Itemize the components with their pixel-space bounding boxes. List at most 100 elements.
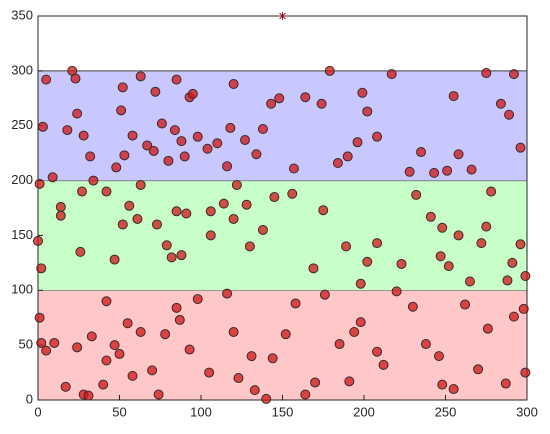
point — [246, 351, 257, 362]
point — [344, 376, 355, 387]
point — [109, 340, 120, 351]
point — [156, 118, 167, 129]
point — [482, 323, 493, 334]
point — [520, 367, 531, 378]
point — [228, 79, 239, 90]
point — [257, 124, 268, 135]
point — [433, 351, 444, 362]
point — [429, 167, 440, 178]
point — [269, 192, 280, 203]
point — [442, 165, 453, 176]
point — [357, 87, 368, 98]
point — [352, 137, 363, 148]
point — [176, 250, 187, 261]
point — [225, 122, 236, 133]
point — [41, 345, 52, 356]
point — [404, 166, 415, 177]
point — [192, 131, 203, 142]
x-tick-label: 100 — [190, 404, 212, 419]
point — [34, 312, 45, 323]
point — [117, 219, 128, 230]
point — [520, 271, 531, 282]
point — [60, 381, 71, 392]
point — [148, 145, 159, 156]
point — [49, 337, 60, 348]
star-stroke — [279, 12, 286, 20]
point — [372, 131, 383, 142]
point — [111, 162, 122, 173]
point — [332, 158, 343, 169]
point — [448, 384, 459, 395]
point — [249, 385, 260, 396]
point — [453, 230, 464, 241]
x-tick-label: 300 — [516, 404, 538, 419]
y-tick-label: 200 — [11, 172, 33, 187]
point — [481, 221, 492, 232]
point — [231, 179, 242, 190]
point — [280, 329, 291, 340]
point — [507, 257, 518, 268]
point — [228, 326, 239, 337]
point — [391, 286, 402, 297]
point — [72, 342, 83, 353]
point — [508, 69, 519, 80]
point — [88, 175, 99, 186]
point — [163, 155, 174, 166]
point — [192, 294, 203, 305]
point — [316, 98, 327, 109]
point — [290, 298, 301, 309]
y-tick-label: 0 — [26, 391, 33, 406]
point — [205, 230, 216, 241]
point — [135, 179, 146, 190]
point — [36, 263, 47, 274]
point — [324, 65, 335, 76]
point — [342, 151, 353, 162]
point — [117, 82, 128, 93]
point — [396, 258, 407, 269]
x-tick-label: 150 — [272, 404, 294, 419]
point — [135, 71, 146, 82]
point — [476, 238, 487, 249]
point — [122, 318, 133, 329]
point — [495, 98, 506, 109]
point — [33, 235, 43, 246]
point — [174, 314, 185, 325]
point — [267, 353, 278, 364]
point — [176, 136, 187, 147]
point — [515, 142, 526, 153]
point — [127, 370, 138, 381]
x-tick-label: 0 — [34, 404, 41, 419]
point — [502, 275, 513, 286]
point — [75, 246, 86, 257]
point — [466, 164, 477, 175]
point — [70, 73, 81, 84]
point — [437, 379, 448, 390]
point — [288, 163, 299, 174]
point — [83, 390, 94, 401]
point — [204, 367, 215, 378]
point — [443, 261, 454, 272]
point — [151, 219, 162, 230]
point — [119, 150, 130, 161]
point — [334, 339, 345, 350]
point — [85, 151, 96, 162]
point — [241, 199, 252, 210]
point — [98, 379, 109, 390]
point — [266, 98, 277, 109]
point — [147, 365, 158, 376]
point — [481, 68, 492, 79]
point — [169, 125, 180, 136]
point — [101, 296, 112, 307]
y-tick-label: 150 — [11, 227, 33, 242]
point — [62, 125, 73, 136]
point — [460, 299, 471, 310]
point — [101, 355, 112, 366]
x-tick-label: 50 — [112, 404, 126, 419]
point — [386, 69, 397, 80]
point — [355, 278, 366, 289]
point — [181, 208, 192, 219]
point — [222, 288, 233, 299]
point — [349, 326, 360, 337]
point — [109, 254, 120, 265]
